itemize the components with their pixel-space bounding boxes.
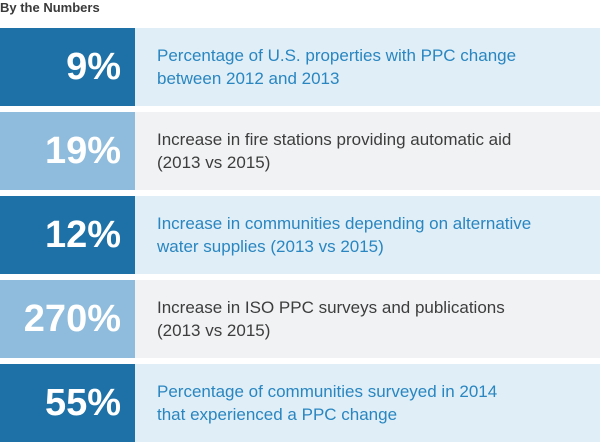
stat-value: 9% xyxy=(0,28,135,106)
stat-value: 12% xyxy=(0,196,135,274)
stat-row: 12% Increase in communities depending on… xyxy=(0,196,600,274)
section-title: By the Numbers xyxy=(0,0,100,15)
stat-description-box: Percentage of U.S. properties with PPC c… xyxy=(135,28,600,106)
stat-description: Increase in communities depending on alt… xyxy=(157,214,532,256)
stat-description: Increase in fire stations providing auto… xyxy=(157,130,512,172)
stat-description-box: Increase in communities depending on alt… xyxy=(135,196,600,274)
stat-description: Increase in ISO PPC surveys and publicat… xyxy=(157,298,505,340)
stat-description-box: Increase in ISO PPC surveys and publicat… xyxy=(135,280,600,358)
stat-value: 19% xyxy=(0,112,135,190)
stat-description-box: Percentage of communities surveyed in 20… xyxy=(135,364,600,442)
stat-row: 270% Increase in ISO PPC surveys and pub… xyxy=(0,280,600,358)
stat-row: 19% Increase in fire stations providing … xyxy=(0,112,600,190)
stat-row: 9% Percentage of U.S. properties with PP… xyxy=(0,28,600,106)
stats-list: 9% Percentage of U.S. properties with PP… xyxy=(0,28,600,442)
stat-description: Percentage of communities surveyed in 20… xyxy=(157,382,498,424)
stat-value: 270% xyxy=(0,280,135,358)
stat-description: Percentage of U.S. properties with PPC c… xyxy=(157,46,517,88)
stat-description-box: Increase in fire stations providing auto… xyxy=(135,112,600,190)
stat-row: 55% Percentage of communities surveyed i… xyxy=(0,364,600,442)
stat-value: 55% xyxy=(0,364,135,442)
